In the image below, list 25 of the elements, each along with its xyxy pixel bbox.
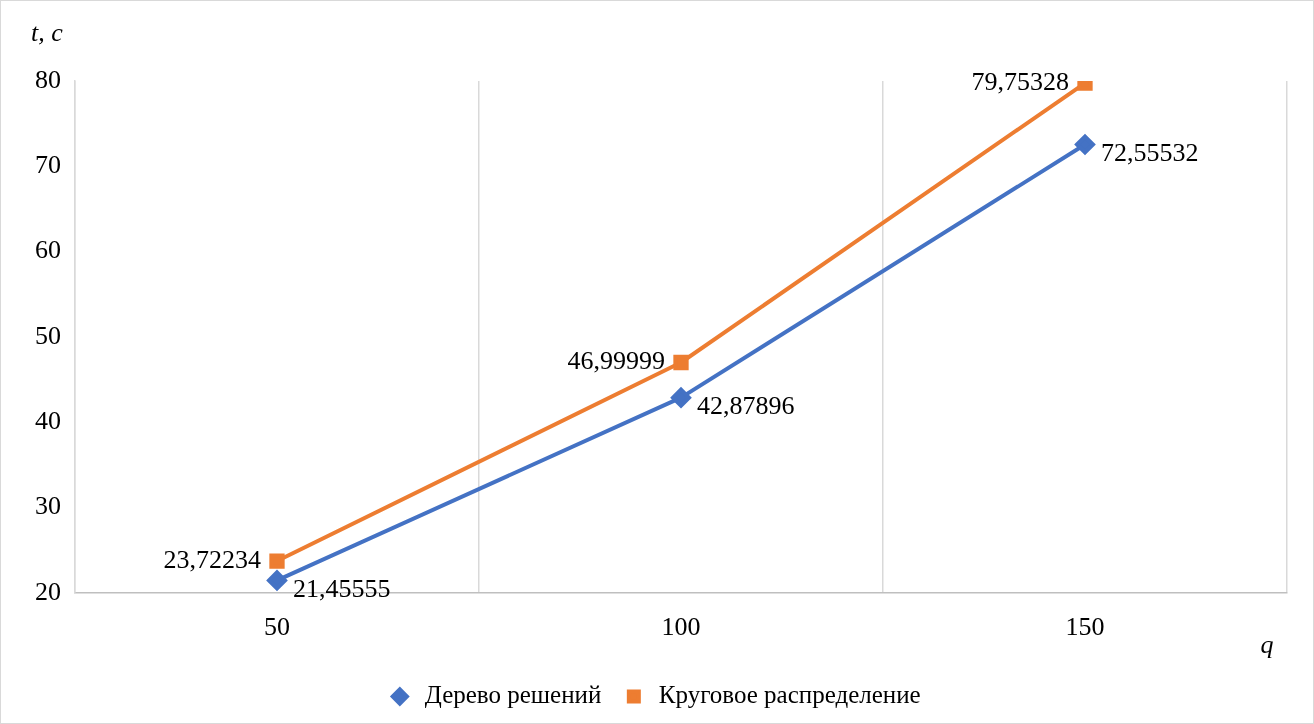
point	[1075, 134, 1095, 155]
y-tick-label: 40	[35, 406, 61, 436]
data-label: 23,72234	[163, 544, 261, 574]
legend-label: Дерево решений	[424, 681, 602, 709]
x-axis-title: q	[1260, 629, 1274, 659]
point	[673, 354, 689, 371]
point	[671, 387, 691, 408]
point	[269, 553, 285, 569]
y-tick-label: 20	[35, 576, 61, 606]
y-tick-label: 70	[35, 150, 61, 180]
y-tick-label: 30	[35, 491, 61, 521]
y-tick-label: 60	[35, 235, 61, 265]
y-tick-label: 50	[35, 320, 61, 350]
x-tick-label: 100	[661, 612, 701, 642]
data-label: 46,99999	[567, 346, 665, 376]
data-label: 72,55532	[1101, 138, 1199, 168]
point	[267, 570, 287, 591]
data-label: 42,87896	[697, 391, 795, 421]
data-label: 21,45555	[293, 574, 391, 604]
y-tick-label: 80	[35, 64, 61, 94]
y-axis-title: t, c	[31, 17, 64, 47]
legend-label: Круговое распределение	[658, 681, 921, 709]
x-tick-label: 50	[264, 612, 290, 642]
x-tick-label: 150	[1065, 612, 1105, 642]
data-label: 79,75328	[971, 66, 1069, 96]
